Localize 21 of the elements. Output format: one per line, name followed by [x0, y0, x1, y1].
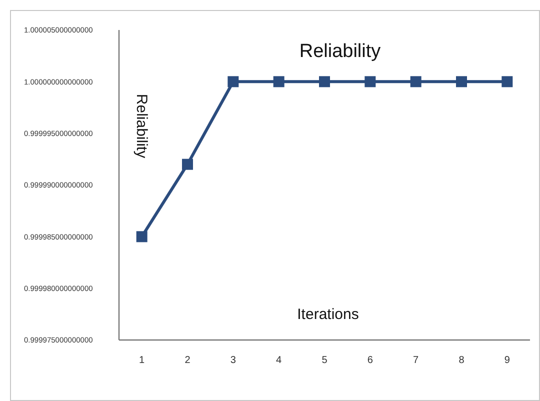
point [273, 76, 284, 88]
point [456, 76, 467, 88]
text: Reliability [299, 41, 382, 62]
x-tick-label: 1 [139, 355, 146, 366]
point [410, 76, 422, 88]
point [228, 76, 239, 88]
x-tick-label: 2 [184, 355, 191, 366]
x-tick-label: 5 [322, 355, 328, 366]
x-tick-label: 4 [276, 355, 282, 366]
x-tick-label: 8 [458, 355, 465, 366]
x-tick-label: 7 [413, 355, 420, 366]
point [502, 76, 513, 88]
point [182, 158, 193, 170]
point [364, 76, 376, 88]
x-axis-title: Iterations [297, 306, 359, 323]
point [319, 76, 330, 88]
x-tick-label: 9 [504, 355, 510, 366]
point [136, 231, 148, 242]
x-tick-label: 3 [230, 355, 236, 366]
y-axis-title: Reliability [133, 94, 150, 159]
x-tick-label: 6 [367, 355, 374, 366]
